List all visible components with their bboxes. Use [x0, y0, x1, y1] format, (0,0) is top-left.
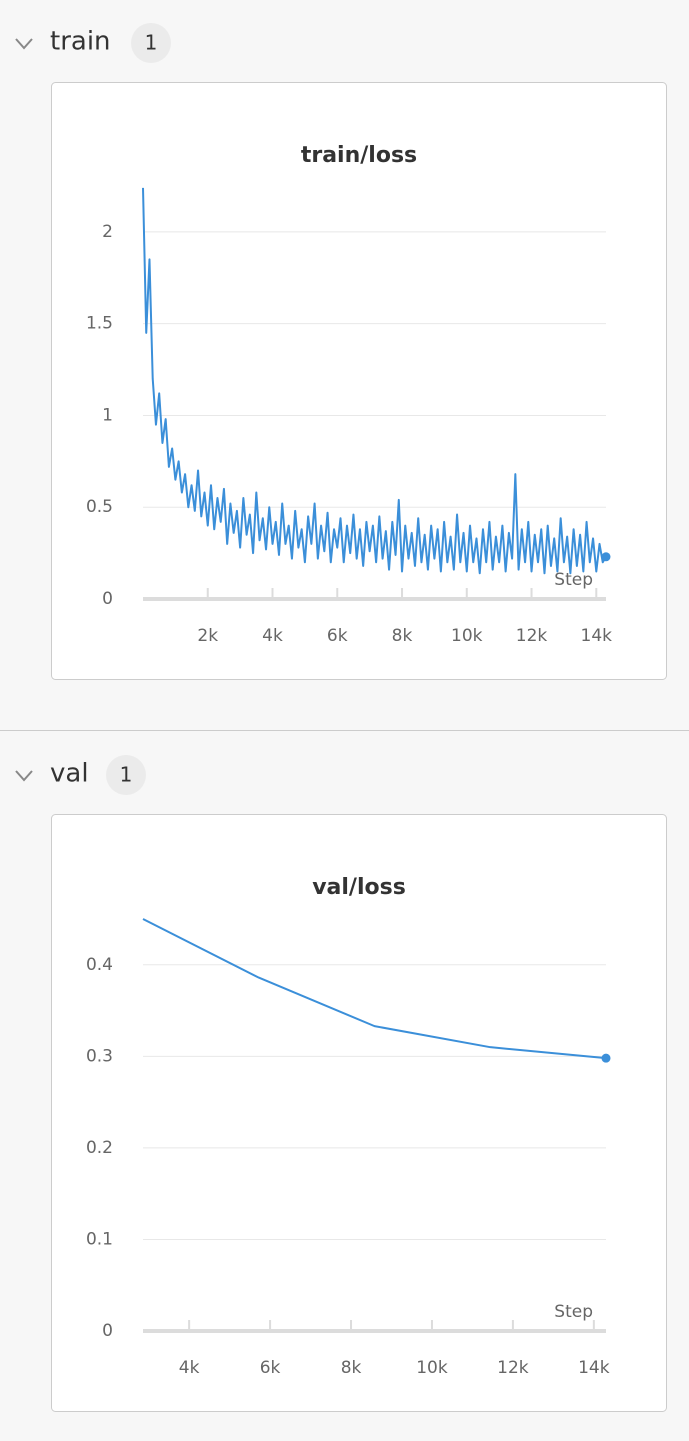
count-badge — [131, 23, 171, 63]
x-axis-label: Step — [554, 570, 593, 590]
last-point — [601, 1053, 611, 1063]
x-tick-label: 10k — [451, 626, 483, 646]
x-tick-label: 2k — [197, 626, 218, 646]
x-tick-label: 6k — [327, 626, 348, 646]
x-tick-label: 4k — [179, 1358, 200, 1378]
collapse-chevron[interactable] — [15, 38, 33, 50]
section-count: 1 — [145, 31, 158, 55]
x-tick-label: 8k — [341, 1358, 362, 1378]
x-tick-label: 12k — [516, 626, 548, 646]
section-title[interactable]: train — [50, 27, 111, 57]
y-tick-label: 2 — [102, 222, 113, 242]
x-tick-label: 14k — [578, 1358, 610, 1378]
x-tick-label: 6k — [260, 1358, 281, 1378]
y-tick-label: 0.4 — [86, 955, 113, 975]
series-line — [142, 187, 607, 575]
x-tick-label: 10k — [416, 1358, 448, 1378]
y-tick-label: 1 — [102, 405, 113, 425]
y-tick-label: 0.1 — [86, 1229, 113, 1249]
y-tick-label: 0.5 — [86, 497, 113, 517]
section-count: 1 — [120, 763, 133, 787]
x-tick-label: 12k — [497, 1358, 529, 1378]
y-tick-label: 0.2 — [86, 1138, 113, 1158]
x-axis-label: Step — [554, 1302, 593, 1322]
y-tick-label: 0.3 — [86, 1046, 113, 1066]
x-tick-label: 4k — [262, 626, 283, 646]
count-badge — [106, 755, 146, 795]
y-tick-label: 0 — [102, 589, 113, 609]
x-tick-label: 14k — [581, 626, 613, 646]
section-title[interactable]: val — [50, 759, 89, 789]
chart-title: val/loss — [312, 875, 406, 900]
panel-card[interactable] — [51, 814, 667, 1412]
chart-title: train/loss — [301, 143, 417, 168]
last-point — [601, 552, 611, 562]
series-line — [142, 918, 607, 1060]
collapse-chevron[interactable] — [15, 770, 33, 782]
y-tick-label: 0 — [102, 1321, 113, 1341]
x-tick-label: 8k — [392, 626, 413, 646]
y-tick-label: 1.5 — [86, 314, 113, 334]
